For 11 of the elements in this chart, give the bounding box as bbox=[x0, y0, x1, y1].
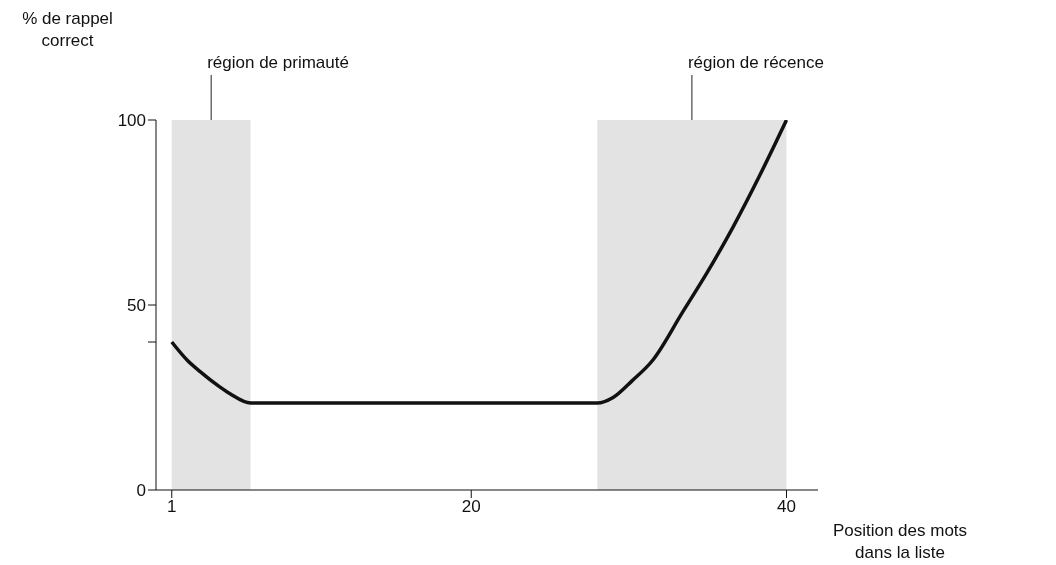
x-tick-label: 20 bbox=[461, 497, 481, 517]
x-axis-title: Position des mots dans la liste bbox=[831, 520, 969, 564]
y-tick-label: 100 bbox=[117, 111, 146, 131]
y-tick-label: 50 bbox=[127, 296, 146, 316]
line-series bbox=[170, 120, 789, 405]
x-tick-label: 1 bbox=[167, 497, 177, 517]
y-tick-label: 0 bbox=[136, 481, 146, 501]
x-tick-label: 40 bbox=[777, 497, 796, 517]
band-label: région de récence bbox=[687, 53, 824, 72]
band-label: région de primauté bbox=[207, 53, 349, 72]
y-axis-title: % de rappel correct bbox=[21, 8, 114, 52]
